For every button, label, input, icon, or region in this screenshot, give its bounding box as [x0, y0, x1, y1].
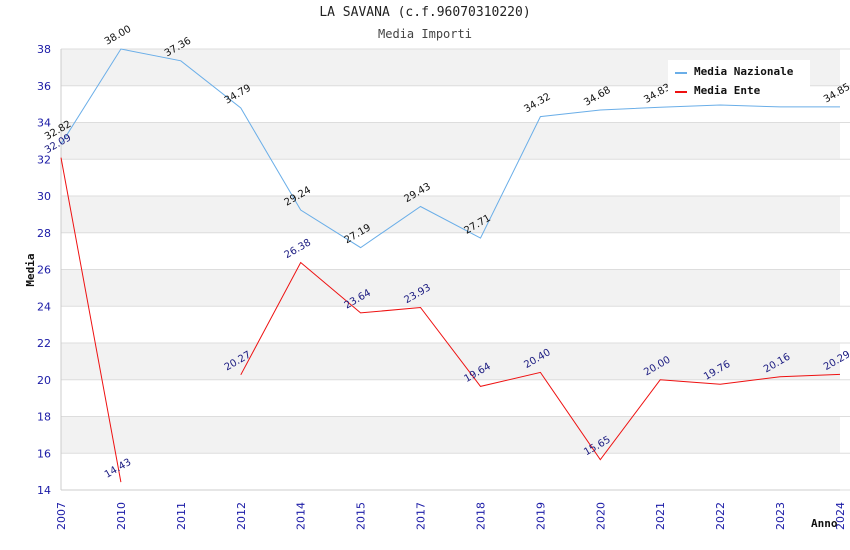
x-tick-label: 2012 — [235, 502, 248, 530]
series-lines — [60, 48, 841, 483]
x-tick-label: 2018 — [474, 502, 487, 530]
y-tick-label: 26 — [37, 264, 51, 277]
grid-band — [61, 122, 840, 160]
y-tick-label: 18 — [37, 411, 51, 424]
y-tick-label: 24 — [37, 300, 51, 313]
x-axis-title: Anno — [811, 517, 838, 530]
x-tick-label: 2017 — [415, 502, 428, 530]
y-tick-label: 16 — [37, 447, 51, 460]
x-tick-label: 2007 — [55, 502, 68, 530]
y-tick-label: 14 — [37, 484, 51, 497]
legend-label-ente: Media Ente — [694, 84, 761, 97]
x-tick-label: 2015 — [355, 502, 368, 530]
legend-label-nazionale: Media Nazionale — [694, 65, 794, 78]
x-tick-label: 2023 — [774, 502, 787, 530]
grid-band — [61, 269, 840, 307]
series-line-nazionale — [60, 48, 840, 249]
grid-band — [61, 196, 840, 233]
legend-box — [668, 60, 810, 100]
x-tick-label: 2011 — [175, 502, 188, 530]
chart-subtitle: Media Importi — [378, 27, 472, 41]
x-tick-label: 2021 — [654, 502, 667, 530]
y-tick-label: 36 — [37, 80, 51, 93]
grid-band — [61, 232, 840, 270]
y-tick-label: 28 — [37, 227, 51, 240]
data-label: 38.00 — [103, 24, 133, 48]
grid-band — [61, 453, 840, 490]
y-tick-labels: 14 16 18 20 22 24 26 28 30 32 34 36 38 — [37, 43, 51, 497]
y-tick-label: 32 — [37, 153, 51, 166]
x-tick-label: 2024 — [834, 502, 847, 530]
grid-band — [61, 306, 840, 343]
x-tick-label: 2019 — [534, 502, 547, 530]
y-tick-label: 38 — [37, 43, 51, 56]
y-tick-label: 22 — [37, 337, 51, 350]
grid-band — [61, 416, 840, 454]
chart-title: LA SAVANA (c.f.96070310220) — [319, 5, 531, 20]
y-tick-label: 30 — [37, 190, 51, 203]
grid-bands — [61, 48, 850, 491]
grid-band — [61, 379, 840, 417]
legend: Media Nazionale Media Ente — [668, 60, 810, 100]
y-axis-title: Media — [24, 253, 37, 286]
x-tick-label: 2022 — [714, 502, 727, 530]
x-tick-label: 2010 — [115, 502, 128, 530]
y-tick-label: 20 — [37, 374, 51, 387]
x-tick-label: 2014 — [295, 502, 308, 530]
y-tick-label: 34 — [37, 117, 51, 130]
grid-band — [61, 159, 840, 196]
axes — [60, 49, 840, 491]
grid-band — [61, 343, 840, 380]
x-tick-labels: 2007 2010 2011 2012 2014 2015 2017 2018 2019 2020… — [55, 502, 847, 530]
x-tick-label: 2020 — [594, 502, 607, 530]
series-line-ente — [60, 157, 841, 483]
